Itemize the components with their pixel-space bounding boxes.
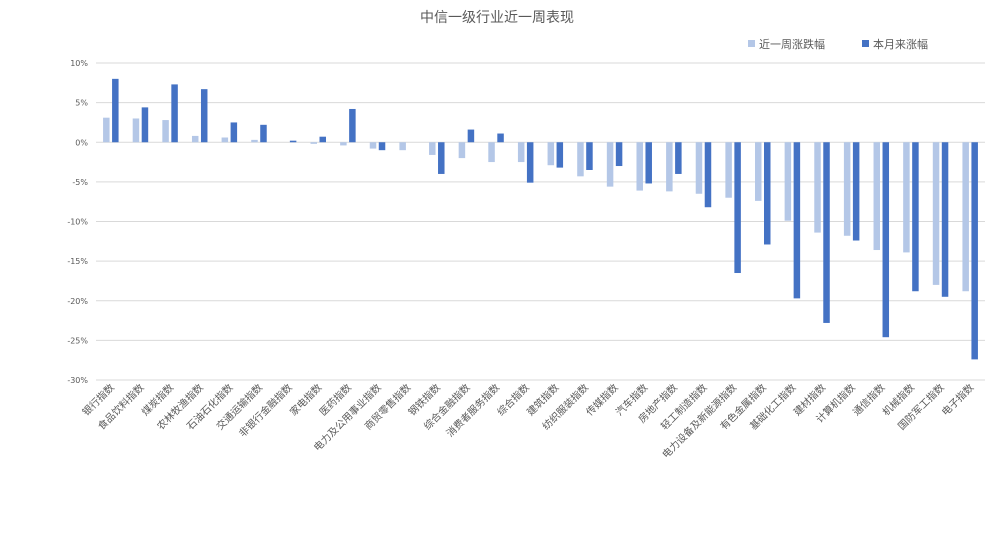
bar-weekly-change <box>577 142 584 177</box>
bar-monthly-change <box>852 142 860 241</box>
bar-weekly-change <box>488 142 495 163</box>
bar-monthly-change <box>912 142 919 292</box>
y-tick-label: 10% <box>70 59 88 68</box>
bar-weekly-change <box>399 142 406 151</box>
bar-weekly-change <box>606 142 614 187</box>
bar-monthly-change <box>319 136 326 143</box>
y-tick-label: -10% <box>67 218 88 227</box>
bar-weekly-change <box>784 142 792 221</box>
bar-weekly-change <box>695 142 703 194</box>
legend: 近一周涨跌幅 本月来涨幅 <box>748 37 928 51</box>
bar-monthly-change <box>734 142 741 274</box>
bar-monthly-change <box>556 142 564 168</box>
bar-monthly-change <box>230 122 238 143</box>
bar-weekly-change <box>221 137 229 143</box>
bar-weekly-change <box>191 135 199 143</box>
bar-monthly-change <box>200 89 208 143</box>
bar-monthly-change <box>378 142 386 151</box>
bar-weekly-change <box>458 142 466 159</box>
legend-swatch-monthly <box>862 40 869 47</box>
bar-weekly-change <box>251 139 258 143</box>
bar-monthly-change <box>349 108 356 143</box>
bar-weekly-change <box>162 120 169 143</box>
bar-monthly-change <box>438 142 445 174</box>
chart-title: 中信一级行业近一周表现 <box>420 10 574 26</box>
bar-monthly-change <box>645 142 652 184</box>
y-tick-label: -15% <box>67 257 88 266</box>
bar-weekly-change <box>932 142 940 285</box>
y-tick-label: -25% <box>67 336 88 345</box>
gridlines <box>96 62 985 381</box>
bar-monthly-change <box>112 78 119 143</box>
bar-weekly-change <box>547 142 555 166</box>
bar-monthly-change <box>971 142 978 360</box>
bar-monthly-change <box>675 142 682 174</box>
legend-swatch-weekly <box>748 40 755 47</box>
bar-monthly-change <box>823 142 830 323</box>
category-labels: 银行指数食品饮料指数煤炭指数农林牧渔指数石油石化指数交通运输指数非银行金融指数家… <box>79 381 976 461</box>
bar-weekly-change <box>340 142 347 146</box>
bar-weekly-change <box>132 118 140 143</box>
bar-weekly-change <box>873 142 881 251</box>
y-axis-ticks: 10% 5% 0% -5% -10% -15% -20% -25% -30% <box>67 59 88 385</box>
bar-weekly-change <box>755 142 762 201</box>
bar-monthly-change <box>704 142 712 208</box>
bar-monthly-change <box>289 140 297 143</box>
bar-monthly-change <box>882 142 890 338</box>
y-tick-label: 5% <box>75 99 88 108</box>
legend-label-weekly: 近一周涨跌幅 <box>759 37 825 51</box>
bar-weekly-change <box>310 142 317 144</box>
bar-weekly-change <box>517 142 525 163</box>
bar-weekly-change <box>103 117 110 143</box>
bar-monthly-change <box>260 124 267 143</box>
bar-weekly-change <box>814 142 821 233</box>
bar-monthly-change <box>586 142 593 170</box>
bar-weekly-change <box>636 142 643 191</box>
bar-monthly-change <box>793 142 801 299</box>
bars <box>103 78 978 360</box>
bar-weekly-change <box>369 142 377 149</box>
y-tick-label: -20% <box>67 297 88 306</box>
legend-label-monthly: 本月来涨幅 <box>873 37 928 51</box>
bar-monthly-change <box>171 84 178 143</box>
bar-monthly-change <box>615 142 623 167</box>
y-tick-label: -5% <box>72 178 88 187</box>
bar-monthly-change <box>467 129 475 143</box>
bar-monthly-change <box>497 133 504 143</box>
bar-monthly-change <box>764 142 771 245</box>
bar-weekly-change <box>429 142 436 155</box>
category-label: 电子指数 <box>939 381 976 418</box>
bar-weekly-change <box>962 142 969 292</box>
y-tick-label: 0% <box>75 138 88 147</box>
y-tick-label: -30% <box>67 376 88 385</box>
bar-monthly-change <box>141 107 149 143</box>
bar-weekly-change <box>725 142 732 198</box>
bar-weekly-change <box>666 142 673 192</box>
bar-weekly-change <box>903 142 910 253</box>
bar-weekly-change <box>843 142 851 236</box>
bar-monthly-change <box>941 142 949 297</box>
bar-monthly-change <box>526 142 534 183</box>
